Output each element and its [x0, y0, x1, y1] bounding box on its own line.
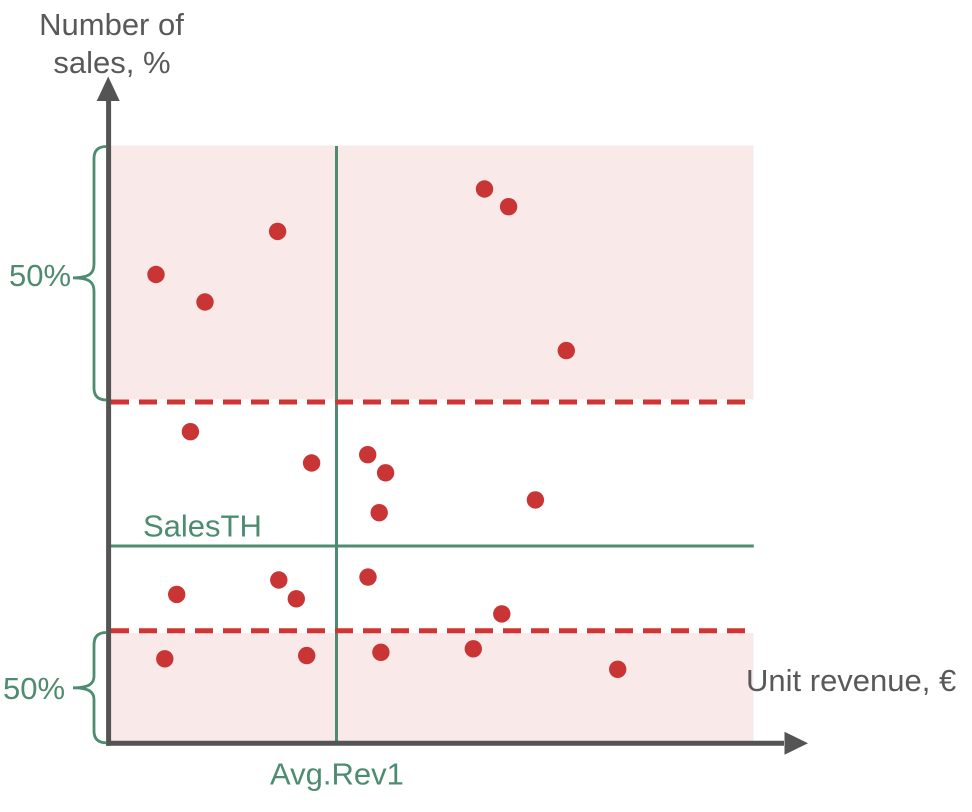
svg-text:Avg.Rev1: Avg.Rev1 [270, 757, 404, 792]
svg-text:50%: 50% [9, 258, 71, 293]
svg-text:Unit revenue, €: Unit revenue, € [746, 663, 956, 698]
svg-text:SalesTH: SalesTH [143, 509, 262, 544]
svg-text:Number of: Number of [39, 7, 184, 42]
svg-text:50%: 50% [3, 671, 65, 706]
svg-text:sales, %: sales, % [53, 45, 170, 80]
